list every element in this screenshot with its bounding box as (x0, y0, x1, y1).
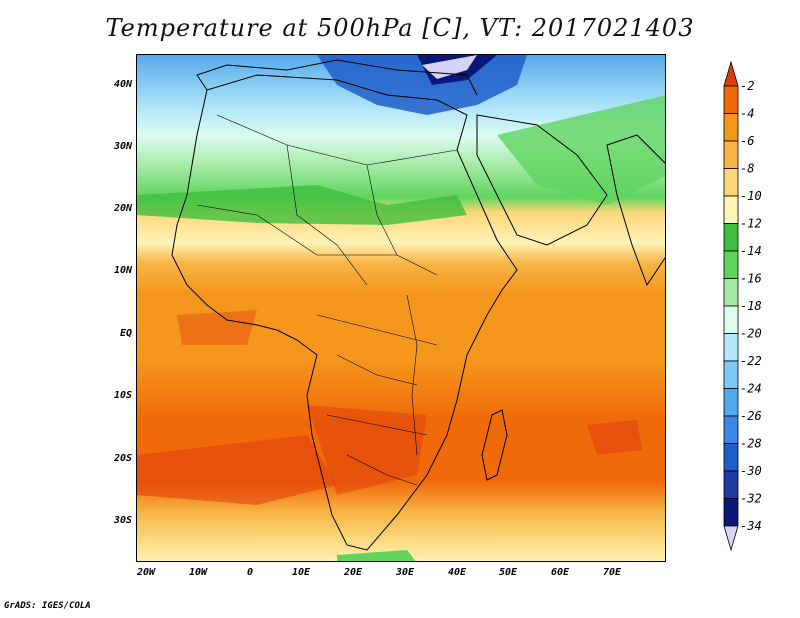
lat-label-20n: 20N (113, 203, 132, 214)
temperature-map (136, 54, 666, 562)
colorbar-label: -8 (740, 162, 754, 176)
colorbar-box (723, 443, 739, 472)
colorbar-box (723, 388, 739, 417)
colorbar-box (723, 140, 739, 169)
madagascar-coastline (481, 409, 508, 481)
lat-label-10n: 10N (113, 265, 132, 276)
lat-label-40n: 40N (113, 79, 132, 90)
border-2 (286, 144, 368, 286)
border-3 (366, 164, 438, 276)
colorbar-box (723, 195, 739, 224)
colorbar-box (723, 223, 739, 252)
chart-title: Temperature at 500hPa [C], VT: 201702140… (105, 14, 695, 42)
colorbar-label: -20 (740, 327, 762, 341)
lat-label-20s: 20S (113, 453, 132, 464)
border-8 (346, 454, 418, 486)
border-4 (196, 204, 397, 256)
warm-patch-southern-africa (307, 405, 427, 495)
colorbar-label: -26 (740, 409, 762, 423)
lon-label-60e: 60E (550, 567, 570, 578)
border-1 (216, 114, 458, 166)
africa-coastline (171, 74, 518, 551)
mediterranean-coast (196, 59, 478, 96)
colorbar-box (723, 415, 739, 444)
lon-label-20w: 20W (136, 567, 156, 578)
border-9 (406, 294, 418, 456)
colorbar-box (723, 113, 739, 142)
india-coastline (606, 134, 665, 287)
lon-label-40e: 40E (447, 567, 467, 578)
lon-label-30e: 30E (395, 567, 415, 578)
colorbar-box (723, 85, 739, 114)
lat-label-30s: 30S (113, 515, 132, 526)
border-6 (336, 354, 418, 386)
lat-label-10s: 10S (113, 390, 132, 401)
green-patch-south (337, 550, 416, 561)
warm-patch-indian-ocean (587, 420, 642, 455)
credit-text: GrADS: IGES/COLA (4, 601, 91, 611)
lon-label-20e: 20E (343, 567, 363, 578)
colorbar-label: -34 (740, 519, 762, 533)
colorbar-box (723, 305, 739, 334)
colorbar-label: -32 (740, 492, 762, 506)
colorbar-box (723, 498, 739, 527)
colorbar-label: -10 (740, 189, 762, 203)
colorbar: -2 -4 -6 -8 -10 -12 -14 -16 -18 -20 -22 -24 -26 -28 -3… (723, 60, 784, 560)
lat-label-eq: EQ (119, 328, 132, 339)
colorbar-box (723, 250, 739, 279)
border-7 (326, 414, 428, 436)
colorbar-box (723, 333, 739, 362)
lon-label-10e: 10E (291, 567, 311, 578)
colorbar-label: -30 (740, 464, 762, 478)
warm-patch-equatorial (177, 310, 257, 345)
lat-label-30n: 30N (113, 141, 132, 152)
border-5 (316, 314, 438, 346)
warm-patch-south-atlantic (137, 435, 337, 505)
colorbar-bottom-triangle (723, 525, 739, 552)
lon-label-0: 0 (246, 567, 254, 578)
colorbar-label: -2 (740, 79, 754, 93)
colorbar-box (723, 168, 739, 197)
green-band-arabia (497, 95, 665, 205)
lon-label-10w: 10W (188, 567, 208, 578)
colorbar-box (723, 360, 739, 389)
colorbar-label: -16 (740, 272, 762, 286)
colorbar-label: -28 (740, 437, 762, 451)
arabia-coastline (476, 114, 608, 246)
colorbar-box (723, 278, 739, 307)
colorbar-label: -4 (740, 107, 754, 121)
colorbar-label: -14 (740, 244, 762, 258)
colorbar-label: -12 (740, 217, 762, 231)
colorbar-label: -24 (740, 382, 762, 396)
colorbar-top-triangle (723, 60, 739, 87)
colorbar-label: -22 (740, 354, 762, 368)
lon-label-50e: 50E (498, 567, 518, 578)
colorbar-label: -6 (740, 134, 754, 148)
colorbar-label: -18 (740, 299, 762, 313)
green-band-sahara (137, 185, 467, 225)
lon-label-70e: 70E (602, 567, 622, 578)
colorbar-box (723, 470, 739, 499)
